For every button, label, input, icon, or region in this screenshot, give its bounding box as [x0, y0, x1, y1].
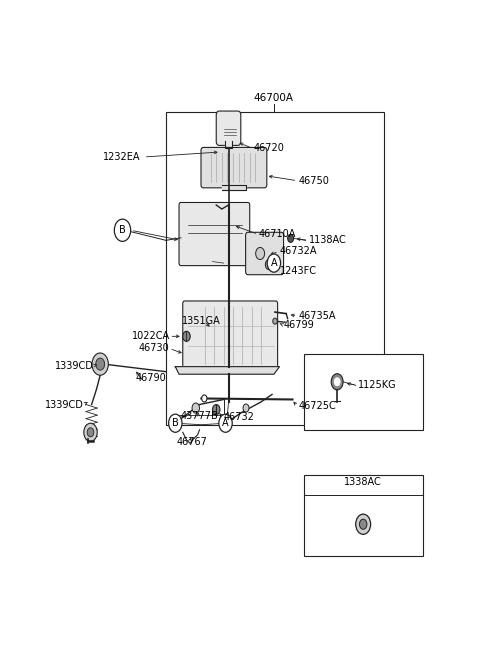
Circle shape: [243, 404, 249, 412]
Circle shape: [213, 405, 220, 415]
Text: 1339CD: 1339CD: [45, 400, 84, 409]
Text: 1351GA: 1351GA: [182, 316, 221, 326]
Circle shape: [92, 353, 108, 375]
Text: 43777B: 43777B: [180, 411, 218, 421]
Text: 46700A: 46700A: [254, 93, 294, 103]
Bar: [304, 475, 423, 556]
Circle shape: [265, 260, 273, 270]
Text: 46767: 46767: [177, 438, 207, 447]
Circle shape: [114, 219, 131, 241]
Text: 46732: 46732: [224, 412, 254, 422]
FancyBboxPatch shape: [179, 203, 250, 266]
Text: 46725C: 46725C: [298, 401, 336, 411]
Text: 46750: 46750: [298, 176, 329, 186]
Bar: [166, 112, 384, 424]
Circle shape: [87, 428, 94, 437]
Text: A: A: [271, 258, 277, 268]
Text: 46735A: 46735A: [298, 311, 336, 321]
Text: 46799: 46799: [283, 319, 314, 330]
Circle shape: [273, 318, 277, 324]
FancyBboxPatch shape: [183, 301, 277, 369]
Text: 1232EA: 1232EA: [103, 152, 140, 162]
Text: B: B: [119, 225, 126, 236]
Text: 46720: 46720: [253, 144, 284, 154]
Circle shape: [96, 358, 105, 370]
Circle shape: [267, 254, 281, 272]
FancyBboxPatch shape: [246, 232, 284, 275]
Circle shape: [331, 374, 343, 390]
Circle shape: [202, 395, 207, 402]
Circle shape: [256, 247, 264, 260]
Text: 1339CD: 1339CD: [55, 361, 94, 371]
Bar: [304, 354, 423, 430]
Text: 1125KG: 1125KG: [358, 380, 396, 390]
Text: B: B: [172, 419, 179, 428]
Text: 46710A: 46710A: [259, 230, 296, 239]
Circle shape: [183, 331, 190, 341]
FancyBboxPatch shape: [216, 111, 241, 146]
Text: A: A: [222, 419, 229, 428]
Text: 46730: 46730: [139, 344, 170, 354]
Text: 1338AC: 1338AC: [344, 477, 382, 487]
Circle shape: [360, 519, 367, 529]
Text: 46732A: 46732A: [279, 247, 317, 256]
Circle shape: [288, 234, 294, 242]
Circle shape: [219, 414, 232, 432]
Text: 1138AC: 1138AC: [309, 236, 347, 245]
Circle shape: [168, 414, 182, 432]
Circle shape: [334, 378, 340, 386]
FancyBboxPatch shape: [201, 148, 267, 188]
Circle shape: [356, 514, 371, 535]
Circle shape: [192, 403, 200, 413]
Text: 46790: 46790: [136, 373, 167, 383]
Polygon shape: [175, 367, 279, 374]
Polygon shape: [222, 185, 246, 190]
Text: 1243FC: 1243FC: [279, 266, 316, 276]
Text: 1022CA: 1022CA: [132, 331, 170, 341]
Circle shape: [84, 423, 97, 441]
